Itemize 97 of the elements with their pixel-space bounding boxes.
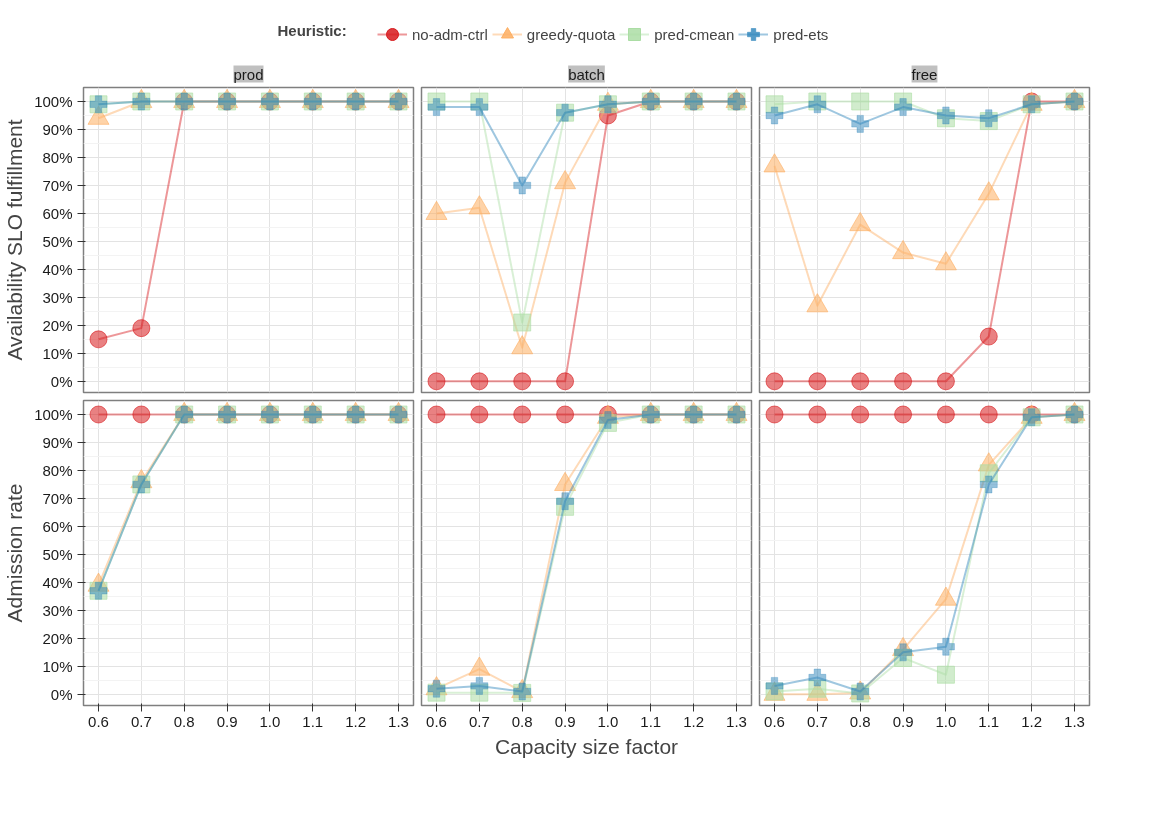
point [470, 677, 489, 695]
point [851, 92, 870, 111]
point [427, 372, 446, 391]
y-tick-label: 20% [42, 629, 73, 647]
y-tick-label: 80% [42, 461, 73, 479]
x-tick-label: 1.0 [259, 712, 281, 730]
x-tick-label: 1.3 [726, 712, 747, 730]
point [894, 372, 913, 391]
point [765, 372, 784, 391]
point [513, 176, 531, 195]
point [513, 313, 532, 332]
y-tick-label: 40% [42, 260, 73, 278]
y-tick-label: 0% [50, 372, 73, 390]
y-tick-label: 50% [42, 232, 73, 250]
point [936, 405, 955, 424]
y-tick-label: 20% [42, 316, 73, 334]
point [470, 98, 489, 116]
point [513, 405, 532, 424]
legend-label: no-adm-ctrl [412, 25, 488, 43]
y-tick-label: 50% [42, 545, 73, 563]
x-tick-label: 0.6 [88, 712, 109, 730]
y-tick-label: 100% [34, 92, 73, 110]
y-axis-title: Admission rate [3, 483, 27, 623]
point [765, 677, 784, 695]
x-tick-label: 1.2 [345, 712, 367, 730]
point [851, 372, 870, 391]
point [894, 405, 913, 424]
x-tick-label: 0.6 [764, 712, 785, 730]
y-tick-label: 100% [34, 405, 73, 423]
point [427, 405, 446, 424]
x-tick-label: 0.9 [554, 712, 576, 730]
point [980, 475, 998, 494]
point [936, 665, 955, 684]
point [89, 405, 108, 424]
x-tick-label: 1.0 [597, 712, 619, 730]
y-axis-title: Availability SLO fulfillment [3, 119, 27, 361]
x-tick-label: 1.1 [640, 712, 662, 730]
y-tick-label: 30% [42, 288, 73, 306]
legend-label: pred-cmean [654, 25, 735, 43]
y-tick-label: 60% [42, 204, 73, 222]
point [513, 372, 532, 391]
y-tick-label: 30% [42, 601, 73, 619]
x-tick-label: 0.6 [426, 712, 447, 730]
y-tick-label: 90% [42, 433, 73, 451]
x-tick-label: 1.3 [388, 712, 409, 730]
point [132, 319, 151, 338]
x-tick-label: 1.1 [302, 712, 324, 730]
point [937, 637, 955, 656]
x-tick-label: 0.9 [216, 712, 238, 730]
x-tick-label: 0.7 [806, 712, 828, 730]
y-tick-label: 70% [42, 176, 73, 194]
y-tick-label: 80% [42, 148, 73, 166]
x-tick-label: 1.2 [683, 712, 705, 730]
point [470, 372, 489, 391]
legend-title: Heuristic: [277, 21, 347, 39]
y-tick-label: 60% [42, 517, 73, 535]
point [765, 106, 784, 125]
x-tick-label: 0.7 [468, 712, 490, 730]
chart-title: free [911, 65, 938, 83]
x-tick-label: 0.8 [173, 712, 195, 730]
point [851, 405, 870, 424]
x-tick-label: 1.3 [1064, 712, 1085, 730]
point [851, 115, 869, 133]
point [470, 405, 489, 424]
y-tick-label: 0% [50, 685, 73, 703]
point [979, 405, 998, 424]
y-tick-label: 90% [42, 120, 73, 138]
y-tick-label: 40% [42, 573, 73, 591]
legend-label: greedy-quota [526, 25, 616, 43]
point [894, 643, 912, 662]
point [556, 405, 575, 424]
x-tick-label: 0.8 [511, 712, 533, 730]
point [556, 372, 575, 391]
point [556, 492, 574, 510]
point [808, 405, 827, 424]
point [427, 98, 446, 116]
y-tick-label: 70% [42, 489, 73, 507]
legend-label: pred-ets [773, 25, 829, 43]
x-tick-label: 1.1 [978, 712, 1000, 730]
point [894, 98, 912, 116]
point [765, 405, 784, 424]
x-tick-label: 1.2 [1021, 712, 1043, 730]
x-axis-title: Capacity size factor [494, 734, 679, 758]
y-tick-label: 10% [42, 657, 73, 675]
point [936, 372, 955, 391]
point [808, 668, 827, 687]
chart-title: prod [233, 65, 264, 83]
x-tick-label: 0.7 [130, 712, 152, 730]
x-tick-label: 0.9 [892, 712, 914, 730]
x-tick-label: 1.0 [935, 712, 957, 730]
point [89, 330, 108, 349]
chart-title: batch [568, 65, 605, 83]
point [808, 372, 827, 391]
point [132, 405, 151, 424]
point [979, 327, 998, 346]
y-tick-label: 10% [42, 344, 73, 362]
x-tick-label: 0.8 [849, 712, 871, 730]
